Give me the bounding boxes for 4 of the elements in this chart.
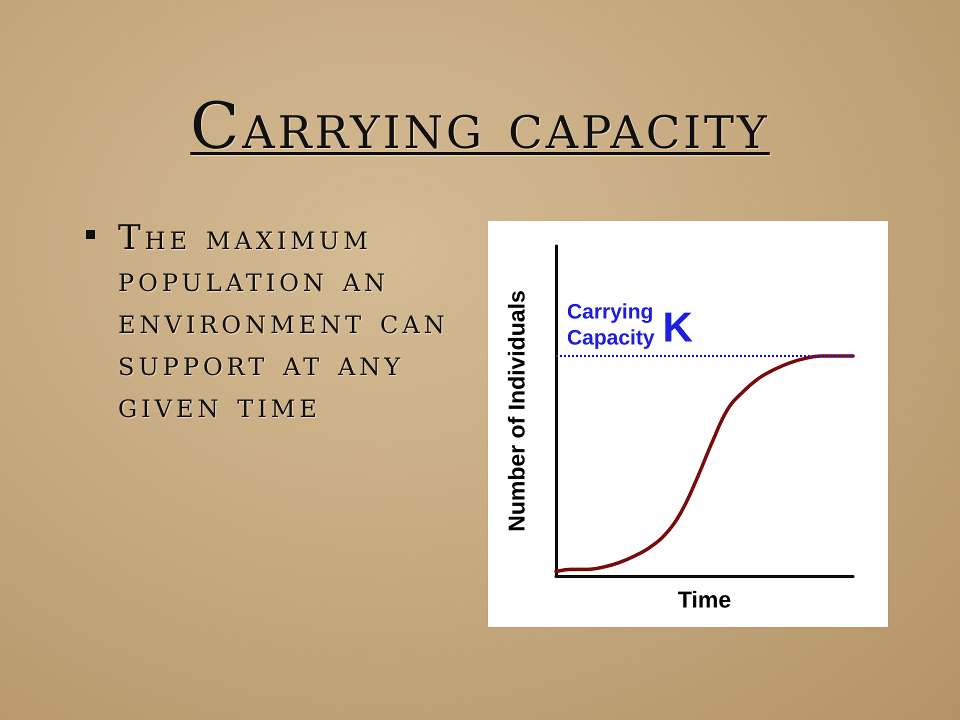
- chart-title: Carrying capacity: [189, 90, 771, 164]
- text: The maximum population an environment can support at any given time: [118, 217, 450, 427]
- x-axis-title: Time: [678, 586, 732, 612]
- y-axis-title: Number of Individuals: [504, 290, 530, 532]
